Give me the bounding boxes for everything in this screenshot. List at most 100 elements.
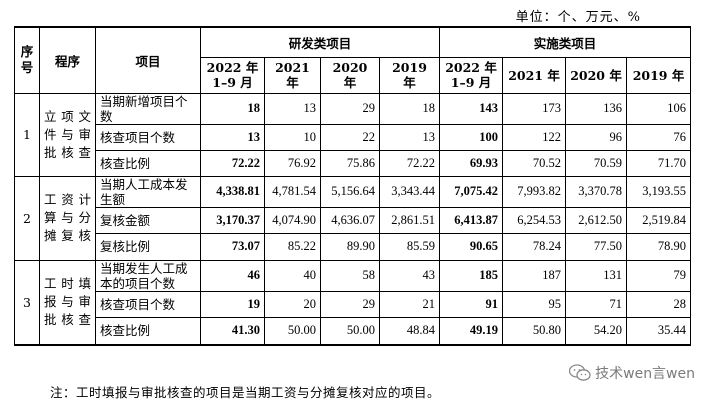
cell-rd-0: 72.22 <box>200 149 265 177</box>
table-note: 注：工时填报与审批核查的项目是当期工资与分摊复核对应的项目。 <box>50 385 441 400</box>
cell-rd-2: 4,636.07 <box>320 206 380 234</box>
header-year-rd-1: 2021 年 <box>264 56 321 94</box>
cell-rd-1: 50.00 <box>264 316 321 346</box>
cell-rd-1: 20 <box>264 290 321 318</box>
cell-impl-3: 3,193.55 <box>626 175 692 208</box>
cell-rd-3: 21 <box>378 290 441 318</box>
cell-rd-1: 13 <box>264 92 321 125</box>
table-row: 复核金额 3,170.37 4,074.90 4,636.07 2,861.51 6,41… <box>15 206 692 234</box>
cell-rd-3: 18 <box>378 92 441 125</box>
cell-impl-0: 49.19 <box>439 316 504 346</box>
header-year-rd-0: 2022 年 1–9 月 <box>200 56 265 94</box>
cell-rd-3: 43 <box>378 259 441 292</box>
header-year-rd-2: 2020 年 <box>320 56 380 94</box>
row-item-label: 核查比例 <box>95 149 201 177</box>
row-item-label: 当期新增项目个数 <box>95 92 201 125</box>
cell-impl-1: 95 <box>502 290 567 318</box>
unit-label: 单位：个、万元、% <box>515 10 641 25</box>
cell-impl-2: 136 <box>565 92 628 125</box>
cell-impl-0: 91 <box>439 290 504 318</box>
cell-impl-1: 6,254.53 <box>502 206 567 234</box>
section-seq: 1 <box>14 92 40 177</box>
cell-rd-1: 85.22 <box>264 232 321 261</box>
section-seq: 3 <box>14 259 40 346</box>
header-year-impl-2: 2020 年 <box>565 56 628 94</box>
cell-impl-2: 96 <box>565 123 628 151</box>
cell-rd-2: 22 <box>320 123 380 151</box>
watermark-text: 技术wen言wen <box>595 366 695 382</box>
cell-impl-1: 78.24 <box>502 232 567 261</box>
cell-rd-0: 18 <box>200 92 265 125</box>
header-year-impl-1: 2021 年 <box>502 56 567 94</box>
cell-rd-0: 73.07 <box>200 232 265 261</box>
table-row: 2 工资计算与分摊复核 当期人工成本发生额 4,338.81 4,781.54 5,156… <box>14 175 692 261</box>
cell-impl-0: 6,413.87 <box>439 206 504 234</box>
cell-rd-0: 41.30 <box>200 316 265 346</box>
cell-impl-2: 77.50 <box>565 232 628 261</box>
header-year-impl-0: 2022 年 1–9 月 <box>439 56 504 94</box>
table-row: 核查项目个数 19 20 29 21 91 95 71 28 <box>15 290 692 318</box>
row-item-label: 当期人工成本发生额 <box>95 175 201 208</box>
cell-impl-3: 78.90 <box>626 232 692 261</box>
cell-rd-1: 4,074.90 <box>264 206 321 234</box>
cell-rd-3: 48.84 <box>378 316 441 346</box>
row-item-label: 核查比例 <box>95 316 201 346</box>
cell-impl-0: 100 <box>439 123 504 151</box>
cell-impl-0: 69.93 <box>439 149 504 177</box>
cell-impl-0: 143 <box>439 92 504 125</box>
cell-impl-2: 71 <box>565 290 628 318</box>
header-year-impl-3: 2019 年 <box>626 56 692 94</box>
header-year-rd-3: 2019 年 <box>378 56 441 94</box>
cell-rd-0: 3,170.37 <box>200 206 265 234</box>
row-item-label: 复核比例 <box>95 232 201 261</box>
cell-impl-0: 90.65 <box>439 232 504 261</box>
cell-impl-2: 54.20 <box>565 316 628 346</box>
cell-rd-2: 50.00 <box>320 316 380 346</box>
cell-rd-3: 72.22 <box>378 149 441 177</box>
cell-rd-0: 4,338.81 <box>200 175 265 208</box>
cell-impl-0: 185 <box>439 259 504 292</box>
row-item-label: 核查项目个数 <box>95 123 201 151</box>
cell-rd-3: 13 <box>378 123 441 151</box>
row-item-label: 复核金额 <box>95 206 201 234</box>
cell-impl-1: 187 <box>502 259 567 292</box>
cell-impl-3: 106 <box>626 92 692 125</box>
section-procedure: 立项文件与审批核查 <box>39 92 96 177</box>
cell-rd-2: 75.86 <box>320 149 380 177</box>
cell-impl-2: 131 <box>565 259 628 292</box>
wechat-icon <box>569 364 591 381</box>
cell-impl-2: 70.59 <box>565 149 628 177</box>
cell-rd-2: 89.90 <box>320 232 380 261</box>
table-row: 核查比例 41.30 50.00 50.00 48.84 49.19 50.80 54.20 3… <box>15 316 692 346</box>
row-item-label: 核查项目个数 <box>95 290 201 318</box>
cell-impl-3: 35.44 <box>626 316 692 346</box>
cell-rd-3: 3,343.44 <box>378 175 441 208</box>
cell-impl-1: 7,993.82 <box>502 175 567 208</box>
header-seq: 序号 <box>14 26 40 94</box>
cell-impl-1: 50.80 <box>502 316 567 346</box>
cell-rd-1: 10 <box>264 123 321 151</box>
cell-impl-1: 173 <box>502 92 567 125</box>
cell-impl-1: 70.52 <box>502 149 567 177</box>
cell-rd-0: 19 <box>200 290 265 318</box>
table-row: 复核比例 73.07 85.22 89.90 85.59 90.65 78.24 77.50 7… <box>15 232 692 261</box>
cell-rd-2: 29 <box>320 92 380 125</box>
watermark: 技术wen言wen <box>569 363 695 383</box>
cell-rd-1: 40 <box>264 259 321 292</box>
cell-impl-3: 2,519.84 <box>626 206 692 234</box>
cell-impl-3: 28 <box>626 290 692 318</box>
cell-impl-3: 71.70 <box>626 149 692 177</box>
table-row: 核查比例 72.22 76.92 75.86 72.22 69.93 70.52 70.59 7… <box>15 149 692 177</box>
cell-impl-2: 3,370.78 <box>565 175 628 208</box>
cell-rd-3: 2,861.51 <box>378 206 441 234</box>
cell-rd-2: 29 <box>320 290 380 318</box>
cell-impl-0: 7,075.42 <box>439 175 504 208</box>
cell-impl-3: 76 <box>626 123 692 151</box>
section-procedure: 工资计算与分摊复核 <box>39 175 96 261</box>
cell-rd-1: 76.92 <box>264 149 321 177</box>
header-item: 项目 <box>95 26 201 94</box>
cell-rd-2: 58 <box>320 259 380 292</box>
cell-rd-1: 4,781.54 <box>264 175 321 208</box>
cell-impl-3: 79 <box>626 259 692 292</box>
